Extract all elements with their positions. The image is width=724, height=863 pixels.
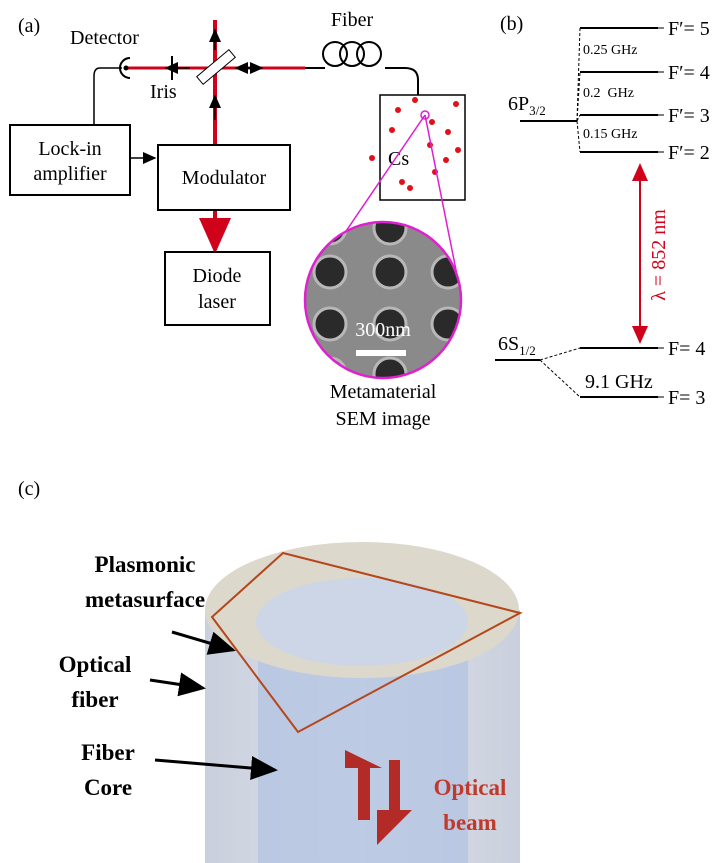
state-main: 6P bbox=[508, 93, 529, 115]
level-label: F= 4 bbox=[668, 338, 705, 360]
core-label: Fiber bbox=[81, 740, 135, 765]
iris-label: Iris bbox=[150, 81, 177, 103]
metasurface-label: metasurface bbox=[85, 587, 205, 612]
figure: (a) Detector Fiber Iris Lock-in amplifie… bbox=[0, 0, 724, 863]
splitting-label: 0.15 GHz bbox=[583, 127, 637, 142]
splitting-label: 0.2 GHz bbox=[583, 86, 634, 101]
splitting-label: 0.25 GHz bbox=[583, 43, 637, 58]
diode-label: Diode bbox=[193, 265, 242, 287]
levels bbox=[495, 28, 658, 397]
lockin-label: Lock-in bbox=[38, 138, 101, 160]
level-label: F′= 2 bbox=[668, 142, 710, 164]
fiber-label: Fiber bbox=[331, 9, 374, 31]
level-label: F= 3 bbox=[668, 387, 705, 409]
panel-label: (b) bbox=[500, 13, 523, 35]
diode-box bbox=[165, 252, 270, 325]
state-sub: 1/2 bbox=[519, 343, 536, 358]
diode-label: laser bbox=[198, 291, 236, 313]
state-main: 6S bbox=[498, 333, 519, 355]
level-label: F′= 3 bbox=[668, 105, 710, 127]
scale-label: 300nm bbox=[355, 319, 411, 341]
panel-c: (c) Plasmonic metasurface Optical fiber … bbox=[18, 478, 520, 863]
beam-label: beam bbox=[443, 810, 497, 835]
lockin-label: amplifier bbox=[33, 163, 107, 185]
state-label: 6S1/2 bbox=[498, 333, 536, 358]
wavelength-label: λ = 852 nm bbox=[648, 209, 670, 301]
panel-label: (a) bbox=[18, 15, 40, 37]
wire bbox=[94, 68, 122, 125]
fiber-label: Optical bbox=[59, 652, 132, 677]
state-sub: 3/2 bbox=[529, 103, 546, 118]
metasurface-label: Plasmonic bbox=[95, 552, 196, 577]
transitions bbox=[540, 28, 580, 397]
scale-bar bbox=[356, 350, 406, 356]
cs-label: Cs bbox=[388, 148, 409, 170]
level-label: F′= 5 bbox=[668, 18, 710, 40]
level-label: F′= 4 bbox=[668, 62, 710, 84]
fiber-coil bbox=[323, 42, 381, 66]
detector-dot bbox=[124, 66, 129, 71]
arrow bbox=[150, 680, 203, 688]
fiber-label: fiber bbox=[71, 687, 118, 712]
splitting-label: 9.1 GHz bbox=[585, 371, 653, 393]
sem-image bbox=[300, 212, 470, 390]
beam-label: Optical bbox=[434, 775, 507, 800]
panel-label: (c) bbox=[18, 478, 40, 500]
modulator-label: Modulator bbox=[182, 167, 267, 189]
core-label: Core bbox=[84, 775, 132, 800]
sem-caption: SEM image bbox=[336, 408, 431, 430]
panel-b: (b) F′= 5 F′= 4 F′= 3 F′= 2 0.25 GHz 0.2… bbox=[495, 13, 710, 409]
panel-a: (a) Detector Fiber Iris Lock-in amplifie… bbox=[10, 9, 470, 430]
sem-caption: Metamaterial bbox=[330, 381, 437, 403]
detector-label: Detector bbox=[70, 27, 139, 49]
state-label: 6P3/2 bbox=[508, 93, 546, 118]
